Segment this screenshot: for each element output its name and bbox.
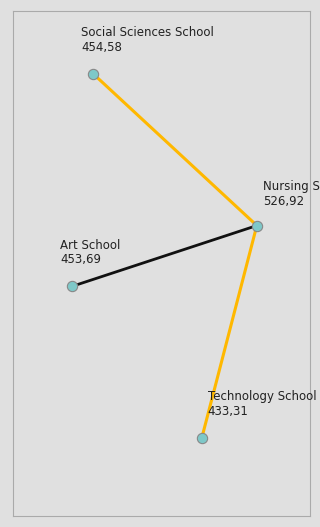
Point (199, 434, 204, 442)
Point (70, 282, 75, 290)
Text: Technology School
433,31: Technology School 433,31 (208, 391, 316, 418)
Text: Social Sciences School
454,58: Social Sciences School 454,58 (81, 26, 214, 54)
Text: Nursing School
526,92: Nursing School 526,92 (263, 180, 320, 208)
Point (254, 221, 260, 230)
Text: Art School
453,69: Art School 453,69 (60, 239, 121, 266)
Point (91, 70, 96, 78)
